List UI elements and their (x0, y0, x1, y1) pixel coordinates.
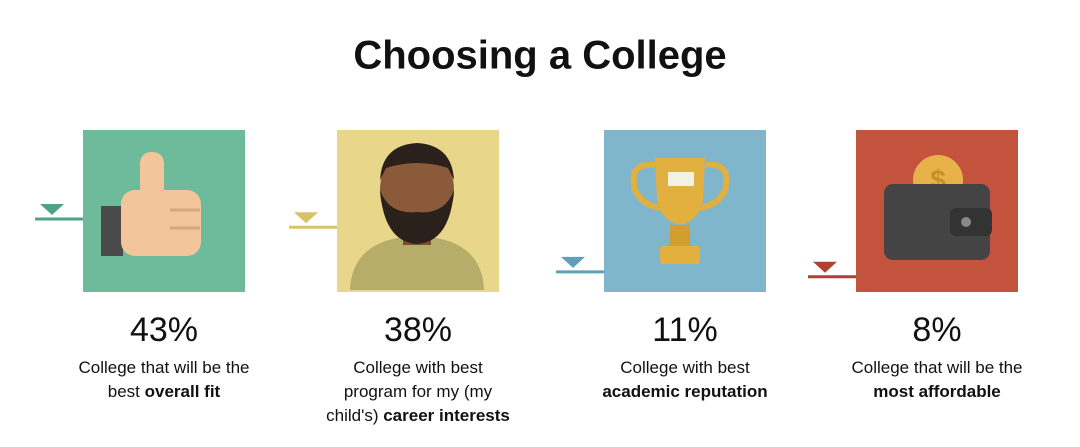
icon-cuff (101, 206, 123, 256)
description-bold: career interests (383, 406, 510, 425)
title: Choosing a College (353, 34, 726, 78)
description: best (108, 382, 145, 401)
marker (40, 204, 64, 216)
description: child's) (326, 406, 383, 425)
icon-handle (630, 161, 661, 211)
icon-shirt (350, 236, 484, 290)
icon-beard (380, 190, 454, 244)
description: College that will be the (78, 358, 249, 377)
icon-handle (699, 161, 730, 211)
icon-hair (380, 143, 454, 180)
description-line: child's) career interests (326, 406, 510, 425)
description-line: most affordable (873, 382, 1001, 401)
icon-stem (670, 225, 690, 247)
icons: $ (101, 143, 992, 290)
marker (561, 256, 585, 268)
description-line: academic reputation (602, 382, 767, 401)
description: College with best (353, 358, 483, 377)
icon-hand (121, 190, 201, 256)
description: College that will be the (851, 358, 1022, 377)
percent: 43% (130, 311, 198, 349)
description-line: College with best (353, 358, 483, 377)
percent: 11% (652, 311, 718, 349)
icon-button (961, 217, 971, 227)
icon-base (660, 246, 700, 264)
marker (294, 212, 318, 224)
marker (813, 261, 837, 273)
description: program for my (my (344, 382, 493, 401)
description-line: best overall fit (108, 382, 221, 401)
description-bold: most affordable (873, 382, 1001, 401)
percent: 8% (912, 311, 961, 349)
description-line: College that will be the (851, 358, 1022, 377)
description-line: College that will be the (78, 358, 249, 377)
description-line: College with best (620, 358, 750, 377)
icon-thumb (140, 152, 164, 202)
description-line: program for my (my (344, 382, 493, 401)
icon-plate (668, 172, 694, 186)
percent: 38% (384, 311, 452, 349)
icon-wallet (884, 184, 990, 260)
description: College with best (620, 358, 750, 377)
description-bold: overall fit (145, 382, 221, 401)
description-bold: academic reputation (602, 382, 767, 401)
